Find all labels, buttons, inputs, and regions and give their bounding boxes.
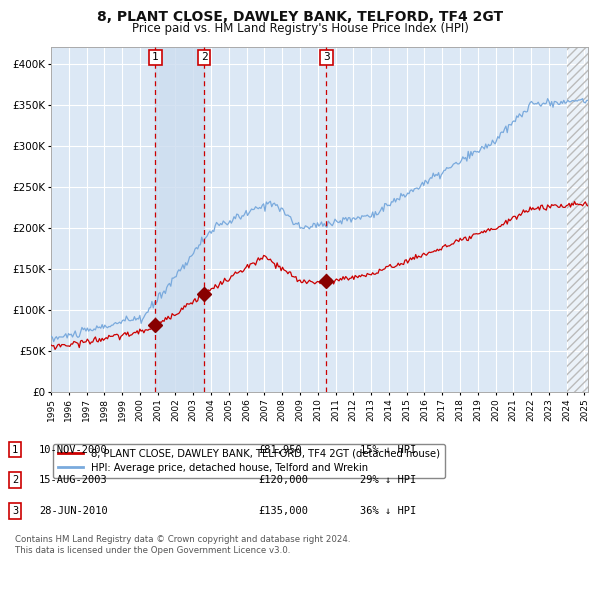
Text: 3: 3 xyxy=(323,53,330,63)
Text: 15% ↓ HPI: 15% ↓ HPI xyxy=(360,445,416,454)
Text: 8, PLANT CLOSE, DAWLEY BANK, TELFORD, TF4 2GT: 8, PLANT CLOSE, DAWLEY BANK, TELFORD, TF… xyxy=(97,10,503,24)
Text: Price paid vs. HM Land Registry's House Price Index (HPI): Price paid vs. HM Land Registry's House … xyxy=(131,22,469,35)
Text: 2: 2 xyxy=(12,476,18,485)
Text: £81,950: £81,950 xyxy=(258,445,302,454)
Legend: 8, PLANT CLOSE, DAWLEY BANK, TELFORD, TF4 2GT (detached house), HPI: Average pri: 8, PLANT CLOSE, DAWLEY BANK, TELFORD, TF… xyxy=(53,444,445,478)
Text: 10-NOV-2000: 10-NOV-2000 xyxy=(39,445,108,454)
Bar xyxy=(155,47,204,392)
Text: 2: 2 xyxy=(201,53,208,63)
Bar xyxy=(566,47,588,392)
Text: This data is licensed under the Open Government Licence v3.0.: This data is licensed under the Open Gov… xyxy=(15,546,290,555)
Text: 3: 3 xyxy=(12,506,18,516)
Text: 1: 1 xyxy=(12,445,18,454)
Text: 28-JUN-2010: 28-JUN-2010 xyxy=(39,506,108,516)
Text: £135,000: £135,000 xyxy=(258,506,308,516)
Text: 1: 1 xyxy=(152,53,159,63)
Bar xyxy=(566,47,588,392)
Text: 29% ↓ HPI: 29% ↓ HPI xyxy=(360,476,416,485)
Text: 36% ↓ HPI: 36% ↓ HPI xyxy=(360,506,416,516)
Text: 15-AUG-2003: 15-AUG-2003 xyxy=(39,476,108,485)
Text: Contains HM Land Registry data © Crown copyright and database right 2024.: Contains HM Land Registry data © Crown c… xyxy=(15,535,350,544)
Text: £120,000: £120,000 xyxy=(258,476,308,485)
